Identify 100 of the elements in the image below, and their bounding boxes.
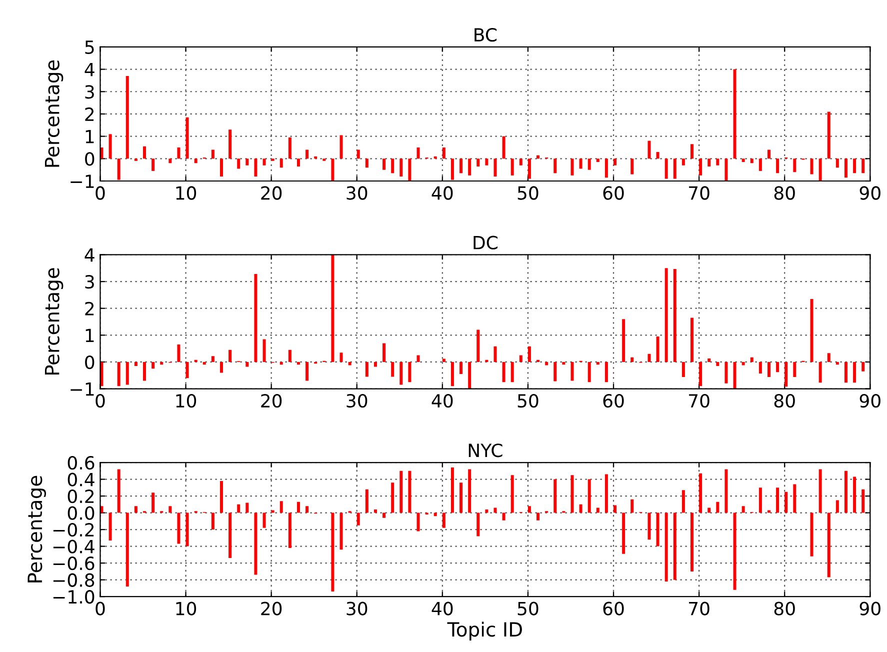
bar bbox=[656, 512, 660, 546]
bar bbox=[630, 499, 634, 513]
bar bbox=[134, 506, 138, 513]
bar bbox=[596, 508, 600, 513]
bar bbox=[237, 504, 240, 513]
y-tick-label: 3 bbox=[85, 275, 94, 289]
bar bbox=[853, 158, 856, 174]
bar bbox=[400, 470, 403, 513]
bar bbox=[767, 150, 770, 159]
bar bbox=[502, 136, 506, 159]
bar bbox=[126, 362, 129, 385]
bar bbox=[827, 512, 830, 578]
y-tick-label: −1 bbox=[70, 174, 94, 188]
bar bbox=[776, 362, 780, 372]
bar bbox=[177, 512, 180, 544]
bar bbox=[468, 469, 472, 513]
bar bbox=[528, 158, 531, 179]
bar bbox=[460, 158, 463, 174]
bar bbox=[733, 69, 736, 159]
bar bbox=[724, 469, 728, 513]
bar bbox=[724, 362, 728, 384]
x-tick-label: 10 bbox=[176, 186, 196, 200]
chart-title: DC bbox=[474, 236, 498, 250]
bar bbox=[750, 357, 754, 362]
y-tick-label: −0.4 bbox=[53, 540, 94, 554]
bar bbox=[818, 158, 822, 181]
bar bbox=[228, 350, 232, 362]
bar bbox=[365, 362, 368, 377]
bar bbox=[554, 479, 557, 513]
bar bbox=[844, 470, 848, 513]
bar bbox=[510, 475, 514, 513]
bar bbox=[510, 362, 514, 382]
bar bbox=[262, 339, 266, 362]
bar bbox=[630, 357, 634, 362]
bar bbox=[296, 362, 300, 365]
bar bbox=[614, 158, 616, 166]
bar bbox=[570, 475, 574, 513]
bar bbox=[400, 158, 403, 177]
bar bbox=[588, 362, 591, 382]
bar bbox=[708, 158, 711, 166]
bar bbox=[254, 274, 258, 362]
bar bbox=[382, 158, 386, 170]
bar bbox=[152, 362, 155, 369]
bar bbox=[168, 506, 172, 513]
bar bbox=[827, 353, 830, 362]
bar bbox=[570, 362, 574, 381]
bar bbox=[382, 343, 386, 362]
bar bbox=[510, 158, 514, 176]
bar bbox=[186, 512, 189, 546]
bar bbox=[348, 362, 352, 366]
bar bbox=[340, 135, 343, 159]
bar bbox=[306, 362, 309, 381]
x-tick-label: 50 bbox=[518, 602, 538, 616]
bar bbox=[622, 319, 626, 362]
bar bbox=[152, 158, 155, 171]
bar bbox=[450, 158, 454, 180]
bar bbox=[220, 362, 223, 373]
bar bbox=[716, 158, 720, 166]
bar bbox=[254, 158, 258, 177]
bar bbox=[776, 158, 780, 174]
x-tick-label: 80 bbox=[774, 394, 795, 408]
bar bbox=[331, 512, 334, 592]
bar bbox=[793, 158, 796, 172]
bar bbox=[160, 362, 164, 365]
bar bbox=[288, 137, 292, 159]
y-tick-label: 0.2 bbox=[68, 489, 94, 504]
bar bbox=[126, 512, 129, 587]
x-tick-label: 70 bbox=[689, 186, 710, 200]
x-tick-label: 60 bbox=[603, 602, 624, 616]
bar bbox=[460, 362, 463, 374]
bar bbox=[630, 158, 634, 174]
bar bbox=[708, 508, 711, 513]
bar bbox=[622, 512, 626, 554]
x-tick-label: 40 bbox=[432, 602, 453, 616]
bar bbox=[793, 362, 796, 377]
y-tick-label: 4 bbox=[84, 62, 94, 76]
bar bbox=[844, 158, 848, 178]
bar bbox=[818, 469, 822, 513]
bar bbox=[836, 158, 839, 168]
x-tick-label: 90 bbox=[860, 602, 880, 616]
x-tick-label: 30 bbox=[346, 602, 368, 616]
y-axis-title: Percentage bbox=[44, 268, 64, 375]
y-tick-label: 1 bbox=[86, 328, 94, 342]
bar bbox=[836, 500, 839, 513]
bar bbox=[570, 158, 574, 176]
bar bbox=[554, 158, 557, 174]
bar bbox=[468, 362, 472, 389]
bar bbox=[664, 512, 668, 582]
bar bbox=[733, 512, 736, 590]
bar bbox=[758, 158, 762, 171]
bar bbox=[382, 512, 386, 518]
bar bbox=[365, 158, 368, 168]
x-tick-label: 10 bbox=[176, 394, 196, 408]
x-tick-label: 30 bbox=[346, 394, 368, 408]
bar bbox=[742, 158, 745, 162]
bar bbox=[724, 158, 728, 181]
y-tick-label: 2 bbox=[85, 107, 94, 121]
bar bbox=[528, 506, 531, 513]
bar bbox=[810, 512, 814, 556]
bar bbox=[306, 506, 309, 513]
